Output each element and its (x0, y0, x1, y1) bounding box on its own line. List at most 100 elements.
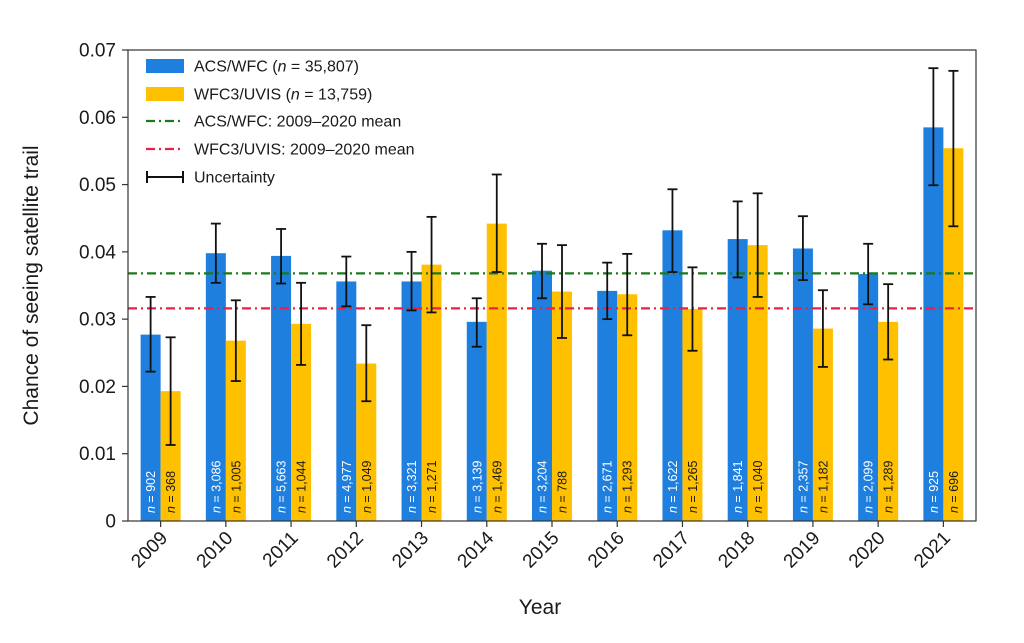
bar-acs (597, 290, 618, 521)
y-tick-label: 0.07 (79, 41, 116, 62)
count-n-symbol: n (405, 506, 419, 513)
count-n-symbol: n (751, 506, 765, 513)
error-bars (145, 67, 959, 446)
bar-acs (401, 281, 422, 521)
bar-uvis (878, 321, 899, 521)
count-n-symbol: n (144, 506, 158, 513)
legend-series-name: WFC3/UVIS (194, 87, 281, 104)
count-value: = 1,049 (360, 460, 374, 506)
count-n-symbol: n (947, 506, 961, 513)
bar-count-label: n = 925 (927, 471, 941, 513)
count-value: = 902 (144, 471, 158, 506)
bar-uvis (552, 291, 572, 521)
count-value: = 2,357 (796, 460, 810, 506)
legend-swatch-uvis (146, 87, 184, 101)
bar-count-label: n = 1,469 (490, 460, 504, 513)
bars (140, 127, 964, 522)
bar-count-label: n = 1,265 (686, 460, 700, 513)
x-axis-ticks: 2009 2010 2011 2012 2013 2014 2015 2016 2017 2018… (127, 521, 955, 572)
legend: ACS/WFC (n = 35,807) WFC3/UVIS (n = 13,7… (146, 59, 415, 187)
bar-uvis (617, 294, 638, 521)
count-value: = 3,204 (536, 460, 550, 506)
count-value: = 1,289 (882, 460, 896, 506)
count-n-symbol: n (666, 506, 680, 513)
count-n-symbol: n (927, 506, 941, 513)
count-n-symbol: n (425, 506, 439, 513)
count-value: = 368 (164, 471, 178, 506)
bar-count-label: n = 1,622 (666, 460, 680, 513)
bar-count-label: n = 696 (947, 471, 961, 513)
bar-count-label: n = 788 (556, 471, 570, 513)
x-tick-label: 2009 (127, 528, 172, 573)
bar-count-label: n = 368 (164, 471, 178, 513)
count-value: = 1,265 (686, 460, 700, 506)
count-n-symbol: n (275, 506, 289, 513)
y-tick-label: 0.02 (79, 377, 116, 398)
count-n-symbol: n (229, 506, 243, 513)
legend-n-symbol: n (291, 87, 300, 104)
count-n-symbol: n (601, 506, 615, 513)
bar-uvis (812, 328, 833, 521)
count-value: = 696 (947, 471, 961, 506)
y-tick-label: 0 (105, 512, 116, 533)
bar-uvis (291, 323, 312, 521)
count-n-symbol: n (621, 506, 635, 513)
bar-count-label: n = 1,182 (816, 460, 830, 513)
x-tick-label: 2013 (388, 528, 433, 573)
bar-acs (205, 253, 226, 521)
bar-uvis (356, 363, 377, 521)
legend-n-symbol: n (278, 59, 287, 76)
bar-count-label: n = 3,321 (405, 460, 419, 513)
count-value: = 1,182 (816, 460, 830, 506)
bar-count-label: n = 1,271 (425, 460, 439, 513)
count-value: = 1,841 (731, 460, 745, 506)
bar-count-label: n = 3,139 (470, 460, 484, 513)
bar-acs (923, 127, 944, 521)
reference-lines (128, 272, 976, 310)
x-tick-label: 2021 (910, 528, 955, 573)
bar-count-label: n = 1,044 (295, 460, 309, 513)
bar-count-label: n = 3,086 (209, 460, 223, 513)
count-n-symbol: n (340, 506, 354, 513)
count-value: = 788 (556, 471, 570, 506)
x-tick-label: 2020 (845, 528, 890, 573)
x-tick-label: 2019 (780, 528, 825, 573)
count-n-symbol: n (490, 506, 504, 513)
legend-entry-acs-mean: ACS/WFC: 2009–2020 mean (194, 114, 401, 131)
count-n-symbol: n (731, 506, 745, 513)
count-value: = 1,622 (666, 460, 680, 506)
count-n-symbol: n (164, 506, 178, 513)
count-value: = 2,099 (862, 460, 876, 506)
count-n-symbol: n (295, 506, 309, 513)
count-n-symbol: n (816, 506, 830, 513)
bar-acs (662, 230, 683, 521)
count-value: = 925 (927, 471, 941, 506)
legend-series-name: ACS/WFC (194, 59, 268, 76)
x-axis-title: Year (519, 596, 561, 619)
bar-uvis (747, 245, 768, 521)
bar-count-label: n = 2,357 (796, 460, 810, 513)
count-n-symbol: n (882, 506, 896, 513)
count-n-symbol: n (556, 506, 570, 513)
x-tick-label: 2015 (519, 528, 564, 573)
bar-count-label: n = 3,204 (536, 460, 550, 513)
x-tick-label: 2011 (259, 528, 303, 572)
count-n-symbol: n (470, 506, 484, 513)
bar-count-label: n = 4,977 (340, 460, 354, 513)
legend-entry-acs: ACS/WFC (n = 35,807) (194, 59, 359, 76)
plot-frame (127, 49, 977, 522)
y-axis-title: Chance of seeing satellite trail (20, 145, 43, 425)
count-value: = 3,139 (470, 460, 484, 506)
bar-count-label: n = 1,289 (882, 460, 896, 513)
bar-acs (466, 321, 487, 521)
legend-entry-uvis: WFC3/UVIS (n = 13,759) (194, 87, 372, 104)
count-value: = 1,469 (490, 460, 504, 506)
legend-swatch-acs (146, 59, 184, 73)
bar-acs (271, 255, 292, 521)
bar-acs (792, 248, 813, 521)
count-value: = 3,086 (209, 460, 223, 506)
bar-uvis (486, 223, 507, 521)
count-value: = 2,671 (601, 460, 615, 506)
count-n-symbol: n (796, 506, 810, 513)
count-n-symbol: n (862, 506, 876, 513)
